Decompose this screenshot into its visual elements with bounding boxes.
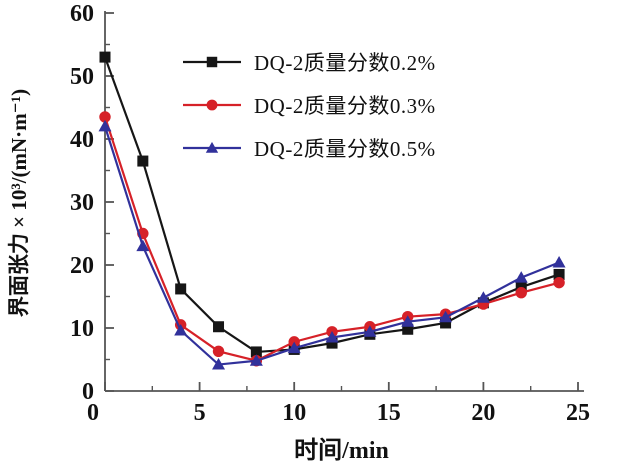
svg-text:40: 40 [70, 127, 94, 153]
svg-text:60: 60 [70, 1, 94, 27]
legend-square-marker-icon [183, 54, 241, 70]
legend-item: DQ-2质量分数0.2% [183, 40, 436, 83]
svg-text:50: 50 [70, 64, 94, 90]
svg-text:30: 30 [70, 190, 94, 216]
svg-text:10: 10 [70, 316, 94, 342]
svg-text:20: 20 [471, 400, 495, 426]
svg-text:15: 15 [377, 400, 401, 426]
svg-text:0: 0 [82, 379, 94, 405]
legend-circle-marker-icon [183, 97, 241, 113]
svg-text:25: 25 [566, 400, 590, 426]
svg-text:0: 0 [87, 400, 99, 426]
svg-text:20: 20 [70, 253, 94, 279]
legend-label: DQ-2质量分数0.5% [254, 136, 436, 161]
svg-text:5: 5 [194, 400, 206, 426]
y-axis-label: 界面张力 × 10³/(mN·m⁻¹) [7, 88, 31, 318]
legend-label: DQ-2质量分数0.3% [254, 93, 436, 118]
legend-triangle-marker-icon [183, 140, 241, 156]
legend-label: DQ-2质量分数0.2% [254, 50, 436, 75]
x-axis-label: 时间/min [294, 438, 389, 464]
legend-item: DQ-2质量分数0.5% [183, 126, 436, 169]
legend: DQ-2质量分数0.2% DQ-2质量分数0.3% DQ-2质量分数0.5% [183, 40, 436, 169]
legend-item: DQ-2质量分数0.3% [183, 83, 436, 126]
svg-text:10: 10 [282, 400, 306, 426]
